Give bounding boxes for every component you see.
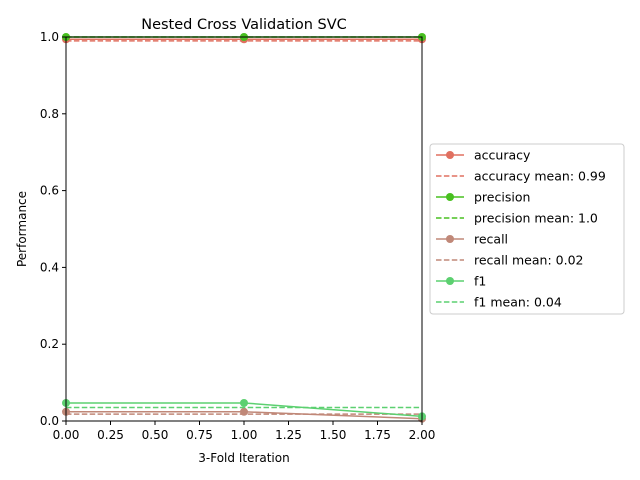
legend-marker-recall (446, 235, 454, 243)
legend-label-precision: precision (474, 190, 530, 205)
series-layer (62, 33, 426, 423)
y-tick-label: 0.4 (40, 260, 59, 274)
data-point-f1 (240, 398, 248, 407)
legend-label-recall: recall (474, 232, 508, 247)
legend-label-accuracy: accuracy (474, 148, 531, 163)
data-point-recall (240, 407, 248, 416)
x-tick-label: 0.75 (186, 428, 213, 442)
legend-marker-precision (446, 193, 454, 201)
x-tick-label: 1.75 (364, 428, 391, 442)
legend-marker-f1 (446, 277, 454, 285)
y-axis-ticks: 0.0 0.2 0.4 0.6 0.8 1.0 (40, 30, 66, 428)
y-tick-label: 0.0 (40, 414, 59, 428)
x-tick-label: 0.25 (97, 428, 124, 442)
plot-frame (65, 36, 423, 422)
legend-label-f1: f1 (474, 274, 486, 289)
legend-box (429, 143, 625, 315)
chart-title: Nested Cross Validation SVC (141, 17, 347, 33)
x-tick-label: 2.00 (409, 428, 436, 442)
y-tick-label: 0.6 (40, 184, 59, 198)
x-axis-label: 3-Fold Iteration (198, 451, 289, 465)
x-tick-label: 0.50 (142, 428, 169, 442)
x-axis-ticks: 0.00 0.25 0.50 0.75 1.00 1.25 1.50 1.75 2.00 (53, 421, 436, 442)
legend-mean-label-precision: precision mean: 1.0 (474, 211, 598, 226)
y-axis-label: Performance (15, 191, 29, 267)
y-tick-label: 0.2 (40, 337, 59, 351)
x-tick-label: 1.00 (231, 428, 258, 442)
x-tick-label: 0.00 (53, 428, 80, 442)
legend-mean-label-f1: f1 mean: 0.04 (474, 295, 562, 310)
legend-marker-accuracy (446, 151, 454, 159)
y-tick-label: 0.8 (40, 107, 59, 121)
legend-mean-label-accuracy: accuracy mean: 0.99 (474, 169, 606, 184)
legend-mean-label-recall: recall mean: 0.02 (474, 253, 583, 268)
x-tick-label: 1.50 (320, 428, 347, 442)
y-tick-label: 1.0 (40, 30, 59, 44)
x-tick-label: 1.25 (275, 428, 302, 442)
legend: accuracy accuracy mean: 0.99 precision prec… (429, 143, 625, 315)
